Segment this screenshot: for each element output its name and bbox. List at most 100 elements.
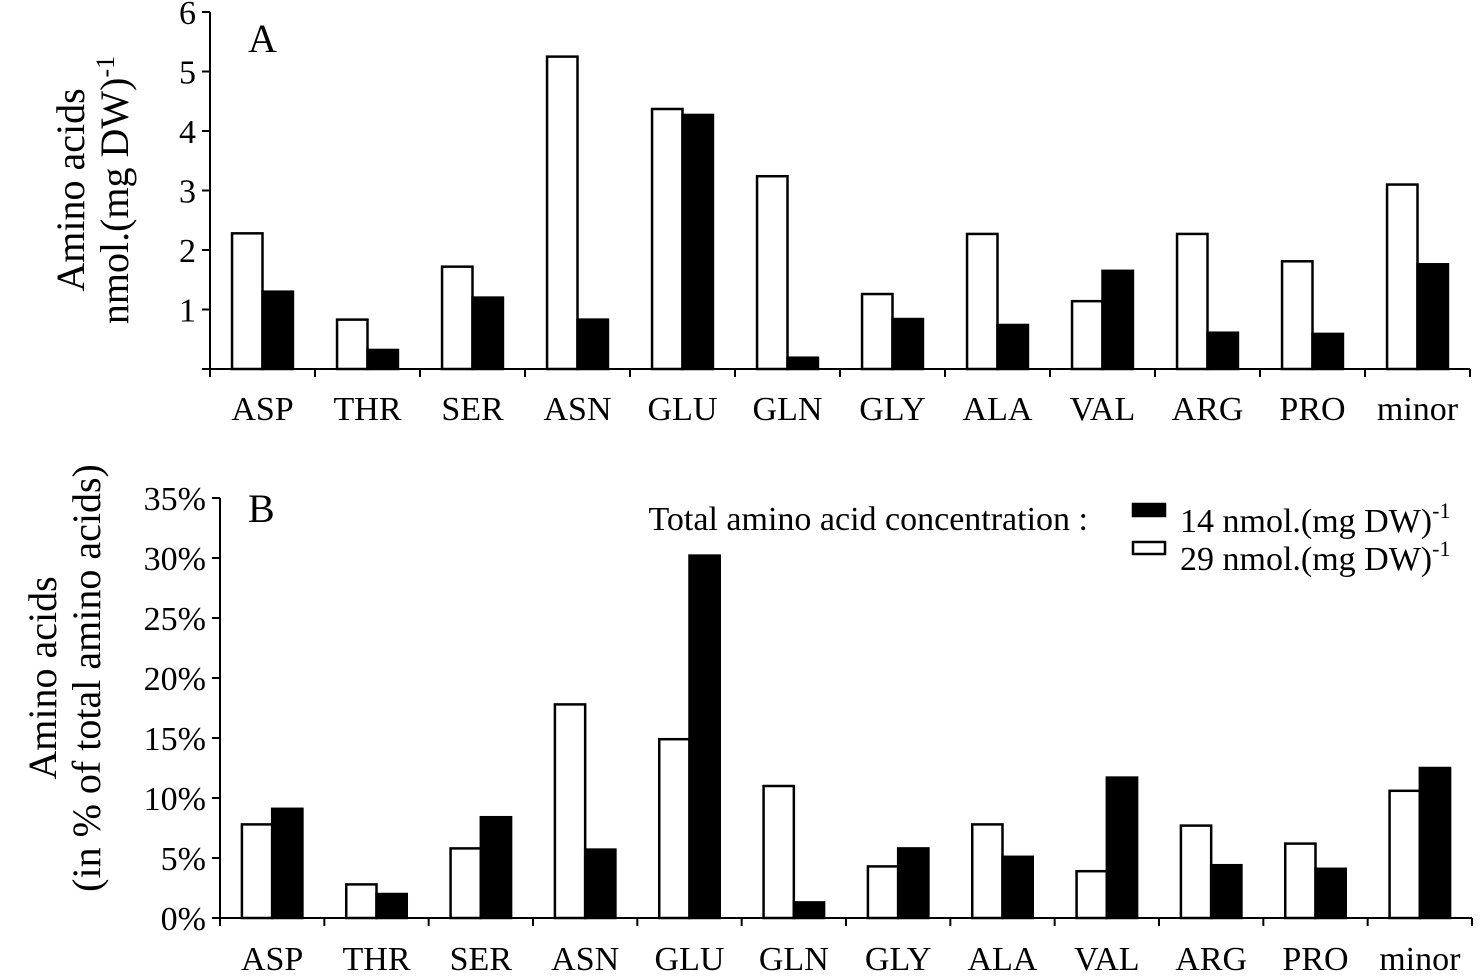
x-tick-label: ASP (241, 941, 303, 978)
x-tick-label: SER (441, 391, 504, 428)
x-tick-label: THR (343, 941, 411, 978)
bar-solid-ser (479, 815, 513, 920)
bar-solid-ser (471, 296, 505, 371)
panel-a-plot: 1 2 3 4 5 6 ASP THR SER ASN GLU GLN GLY ALA VAL ARG PRO m… (179, 0, 1471, 428)
x-tick-label: minor (1377, 391, 1459, 428)
legend-swatch-solid (1131, 502, 1167, 518)
panel-b-ylabel-unit: (in % of total amino acids) (64, 464, 109, 892)
x-tick-label: THR (334, 391, 402, 428)
y-tick-label: 4 (179, 114, 196, 151)
panel-b-label: B (248, 486, 275, 531)
legend-entry-solid: 14 nmol.(mg DW)-1 (1180, 498, 1450, 540)
bar-solid-glu (688, 554, 722, 920)
y-tick-label: 0% (161, 901, 206, 938)
bar-open-gln (762, 784, 796, 920)
bar-solid-minor (1416, 263, 1450, 371)
bar-open-gln (755, 174, 789, 371)
x-tick-label: GLY (865, 941, 931, 978)
bar-open-gly (860, 292, 894, 371)
bar-open-minor (1388, 789, 1422, 920)
bar-open-glu (650, 107, 684, 371)
bar-solid-ala (1001, 855, 1035, 920)
y-tick-label: 10% (144, 781, 206, 818)
y-tick-label: 15% (144, 721, 206, 758)
y-tick-label: 35% (144, 481, 206, 518)
bar-open-gly (866, 865, 900, 920)
y-tick-label: 5% (161, 841, 206, 878)
y-tick-label: 3 (179, 174, 196, 211)
x-tick-label: VAL (1074, 941, 1140, 978)
x-tick-label: GLN (759, 941, 829, 978)
x-tick-label: minor (1379, 941, 1461, 978)
bar-open-glu (657, 737, 691, 920)
y-tick-label: 25% (144, 601, 206, 638)
bar-solid-thr (366, 348, 400, 371)
panel-b-ylabel: Amino acids (20, 576, 65, 779)
bar-open-ala (970, 823, 1004, 920)
bar-solid-ala (996, 323, 1030, 371)
bar-solid-arg (1206, 331, 1240, 371)
legend-title: Total amino acid concentration : (649, 501, 1088, 538)
x-tick-label: GLU (648, 391, 718, 428)
bar-solid-asp (270, 807, 304, 920)
y-tick-label: 6 (179, 0, 196, 32)
x-tick-label: ARG (1172, 391, 1244, 428)
bar-solid-val (1101, 269, 1135, 371)
panel-a-ylabel: Amino acids (48, 88, 93, 291)
bar-open-thr (335, 318, 369, 371)
bar-solid-gly (896, 847, 930, 920)
x-tick-label: VAL (1070, 391, 1136, 428)
bar-open-val (1075, 869, 1109, 920)
bar-open-ala (965, 232, 999, 371)
panel-a-ylabel-unit: nmol.(mg DW)-1 (91, 56, 137, 324)
bar-open-arg (1175, 232, 1209, 371)
x-tick-label: SER (450, 941, 513, 978)
x-tick-label: ARG (1175, 941, 1247, 978)
bar-solid-arg (1209, 863, 1243, 920)
y-tick-label: 5 (179, 55, 196, 92)
x-tick-label: ALA (968, 941, 1038, 978)
bar-solid-asn (583, 848, 617, 920)
x-tick-label: ASP (231, 391, 293, 428)
bar-solid-thr (375, 892, 409, 920)
y-tick-label: 30% (144, 541, 206, 578)
bar-solid-minor (1418, 766, 1452, 920)
panel-a: Amino acids nmol.(mg DW)-1 A 1 2 3 4 5 6 ASP TH… (48, 0, 1471, 428)
x-tick-label: GLY (859, 391, 925, 428)
bar-solid-val (1105, 776, 1139, 920)
y-tick-label: 2 (179, 233, 196, 270)
bar-open-arg (1179, 824, 1213, 920)
bar-solid-glu (681, 113, 715, 371)
legend-entry-open: 29 nmol.(mg DW)-1 (1180, 536, 1450, 578)
bar-solid-asn (576, 318, 610, 371)
bar-open-pro (1280, 260, 1314, 371)
panel-b-plot: 0% 5% 10% 15% 20% 25% 30% 35% ASP THR SER ASN GLU GLN… (144, 481, 1473, 978)
x-tick-label: ASN (551, 941, 619, 978)
bar-solid-pro (1311, 332, 1345, 371)
legend-swatch-open (1131, 540, 1167, 556)
bar-open-asp (240, 823, 274, 920)
bar-open-asp (230, 232, 264, 371)
bar-open-asn (545, 55, 579, 371)
x-tick-label: GLN (753, 391, 823, 428)
bar-open-pro (1283, 842, 1317, 920)
bar-solid-gln (786, 356, 820, 371)
x-tick-label: ASN (543, 391, 611, 428)
bar-open-val (1070, 299, 1104, 371)
x-tick-label: ALA (963, 391, 1033, 428)
panel-b: Amino acids (in % of total amino acids) … (20, 464, 1473, 978)
bar-open-minor (1385, 183, 1419, 371)
bar-solid-pro (1314, 867, 1348, 920)
bar-solid-gln (792, 901, 826, 920)
x-tick-label: GLU (655, 941, 725, 978)
y-tick-label: 1 (179, 293, 196, 330)
bar-open-ser (449, 847, 483, 920)
bar-open-thr (344, 883, 378, 920)
bar-open-asn (553, 703, 587, 920)
y-tick-label: 20% (144, 661, 206, 698)
bar-open-ser (440, 265, 474, 371)
bar-solid-gly (891, 317, 925, 371)
panel-a-label: A (248, 16, 277, 61)
legend: Total amino acid concentration : 14 nmol… (649, 498, 1451, 578)
